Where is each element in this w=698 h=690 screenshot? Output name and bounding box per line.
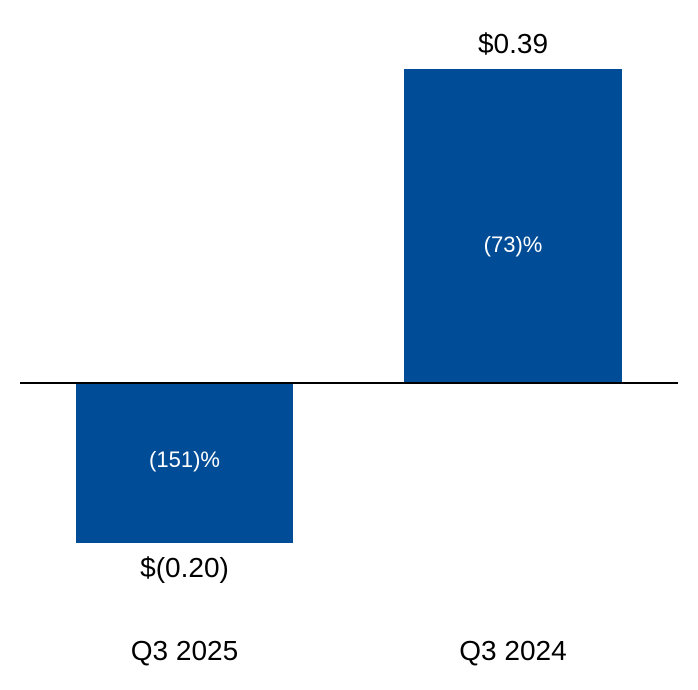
pct-label-q3-2024: (73)% [483,232,543,257]
bar-q3-2024 [404,69,622,382]
value-label-q3-2025: $(0.20) [140,552,229,583]
bar-q3-2025 [76,384,293,543]
category-label-q3-2024: Q3 2024 [459,635,567,666]
value-label-q3-2024: $0.39 [477,28,549,59]
zero-baseline-axis [20,382,678,384]
pct-label-q3-2025: (151)% [149,447,220,472]
category-label-q3-2025: Q3 2025 [130,635,239,666]
